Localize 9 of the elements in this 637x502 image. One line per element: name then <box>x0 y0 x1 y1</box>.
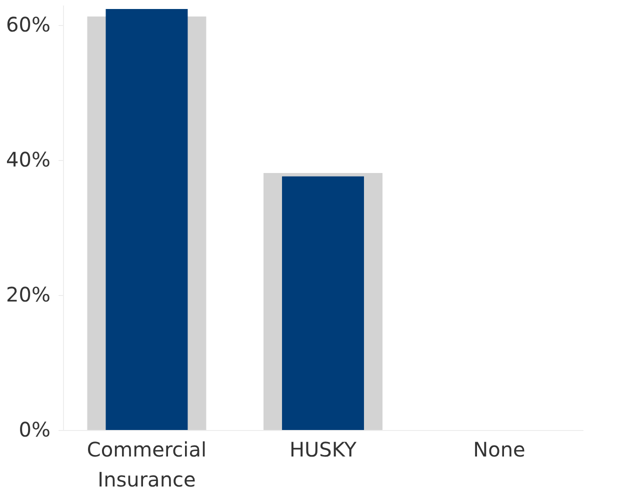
x-tick-label: HUSKY <box>290 438 358 462</box>
y-tick-label: 20% <box>6 282 50 307</box>
bar <box>106 9 188 430</box>
y-tick-label: 60% <box>6 12 50 37</box>
x-tick-label: None <box>473 438 526 462</box>
x-tick-label: Commercial Insurance <box>86 438 207 492</box>
y-tick-label: 0% <box>18 418 50 442</box>
y-tick-label: 40% <box>6 148 50 172</box>
bar <box>282 176 364 430</box>
